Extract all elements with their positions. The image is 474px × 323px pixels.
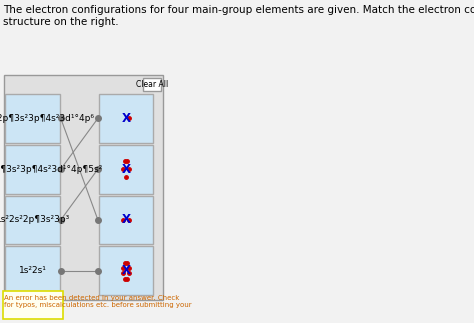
FancyBboxPatch shape — [6, 246, 60, 295]
FancyBboxPatch shape — [6, 145, 60, 193]
Text: The electron configurations for four main-group elements are given. Match the el: The electron configurations for four mai… — [3, 5, 474, 26]
FancyBboxPatch shape — [3, 291, 63, 319]
FancyBboxPatch shape — [4, 75, 163, 300]
Text: X: X — [122, 162, 131, 176]
FancyBboxPatch shape — [143, 78, 161, 91]
Text: X: X — [122, 112, 131, 125]
FancyBboxPatch shape — [6, 94, 60, 143]
FancyBboxPatch shape — [99, 246, 153, 295]
FancyBboxPatch shape — [99, 145, 153, 193]
Text: 1s²2s²2p¶3s²3p¶4s²3d¹°4p¶5s²: 1s²2s²2p¶3s²3p¶4s²3d¹°4p¶5s² — [0, 165, 103, 174]
FancyBboxPatch shape — [99, 94, 153, 143]
Text: 1s²2s¹: 1s²2s¹ — [18, 266, 46, 275]
Text: X: X — [122, 264, 131, 277]
Text: An error has been detected in your answer. Check
for typos, miscalculations etc.: An error has been detected in your answe… — [4, 295, 192, 308]
Text: 1s²2s²2p¶3s²3p¶4s²3d¹°4p⁶: 1s²2s²2p¶3s²3p¶4s²3d¹°4p⁶ — [0, 114, 95, 123]
Text: X: X — [122, 214, 131, 226]
FancyBboxPatch shape — [6, 195, 60, 244]
FancyBboxPatch shape — [99, 195, 153, 244]
Text: Clear All: Clear All — [136, 80, 168, 89]
Text: 1s²2s²2p¶3s²3p³: 1s²2s²2p¶3s²3p³ — [0, 215, 70, 224]
